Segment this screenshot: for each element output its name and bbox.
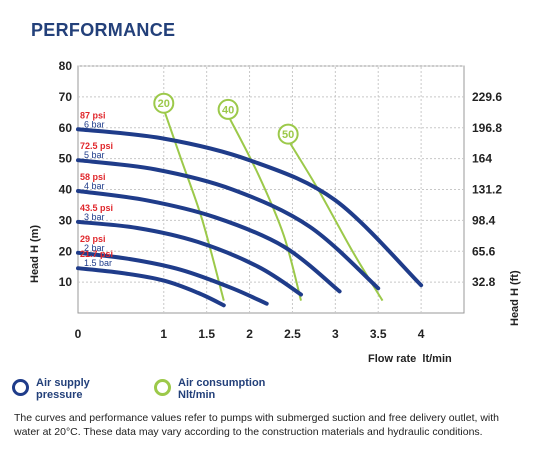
air-consumption-marker: [217, 98, 239, 120]
pressure-psi-label: 29 psi: [80, 234, 106, 244]
footnote: The curves and performance values refer …: [14, 412, 499, 438]
x-tick-label: 2: [246, 327, 253, 341]
pressure-bar-label: 3 bar: [84, 212, 105, 222]
x-tick-label: 3: [332, 327, 339, 341]
page-title: PERFORMANCE: [31, 20, 176, 40]
pressure-curve: [76, 158, 381, 291]
x-tick-label: 3.5: [370, 327, 387, 341]
y-tick-label: 50: [59, 152, 73, 166]
y2-tick-label: 229.6: [472, 90, 502, 104]
legend-air-line1: Air consumption: [178, 377, 266, 389]
y2-tick-label: 98.4: [472, 213, 496, 227]
legend-pressure: Air supply pressure: [12, 377, 90, 401]
pressure-bar-label: 4 bar: [84, 181, 105, 191]
y-tick-label: 20: [59, 244, 73, 258]
pressure-curve: [76, 189, 342, 294]
y-axis-label: Head H (m): [29, 225, 41, 283]
y-tick-label: 10: [59, 275, 73, 289]
pressure-curve: [76, 127, 424, 288]
x-tick-label: 4: [418, 327, 425, 341]
x-axis-label: Flow rate lt/min: [368, 353, 452, 365]
air-consumption-label: 50: [282, 129, 294, 141]
pressure-curve: [76, 266, 226, 308]
pressure-bar-label: 6 bar: [84, 119, 105, 129]
legend-pressure-line1: Air supply: [36, 377, 90, 389]
y2-tick-label: 32.8: [472, 275, 496, 289]
y-tick-label: 60: [59, 121, 73, 135]
pressure-ring-icon: [12, 379, 29, 396]
air-consumption-label: 20: [158, 98, 170, 110]
pressure-curve: [76, 219, 303, 297]
legend-air: Air consumption Nlt/min: [154, 377, 265, 401]
y2-tick-label: 65.6: [472, 244, 496, 258]
pressure-psi-label: 87 psi: [80, 110, 106, 120]
y-tick-label: 80: [59, 59, 73, 73]
pressure-curve: [76, 250, 269, 306]
y2-tick-label: 131.2: [472, 183, 502, 197]
air-consumption-marker: [153, 92, 175, 114]
x-tick-label: 1.5: [198, 327, 215, 341]
y2-tick-label: 164: [472, 152, 492, 166]
pressure-bar-label: 5 bar: [84, 150, 105, 160]
y-tick-label: 40: [59, 183, 73, 197]
legend-air-line2: Nlt/min: [178, 389, 216, 401]
pressure-bar-label: 2 bar: [84, 243, 105, 253]
pressure-psi-label: 72.5 psi: [80, 141, 113, 151]
x-tick-label: 0: [75, 327, 82, 341]
air-consumption-marker: [277, 123, 299, 145]
pressure-psi-label: 43.5 psi: [80, 203, 113, 213]
air-ring-icon: [154, 379, 171, 396]
x-tick-label: 1: [160, 327, 167, 341]
legend-pressure-line2: pressure: [36, 389, 83, 401]
y2-tick-label: 196.8: [472, 121, 502, 135]
air-consumption-label: 40: [222, 104, 234, 116]
pressure-bar-label: 1.5 bar: [84, 258, 112, 268]
y-tick-label: 70: [59, 90, 73, 104]
y2-axis-label: Head H (ft): [509, 270, 521, 326]
pressure-psi-label: 58 psi: [80, 172, 106, 182]
pressure-psi-label: 21.7 psi: [80, 249, 113, 259]
y-tick-label: 30: [59, 213, 73, 227]
air-consumption-curve: [162, 108, 225, 301]
x-tick-label: 2.5: [284, 327, 301, 341]
